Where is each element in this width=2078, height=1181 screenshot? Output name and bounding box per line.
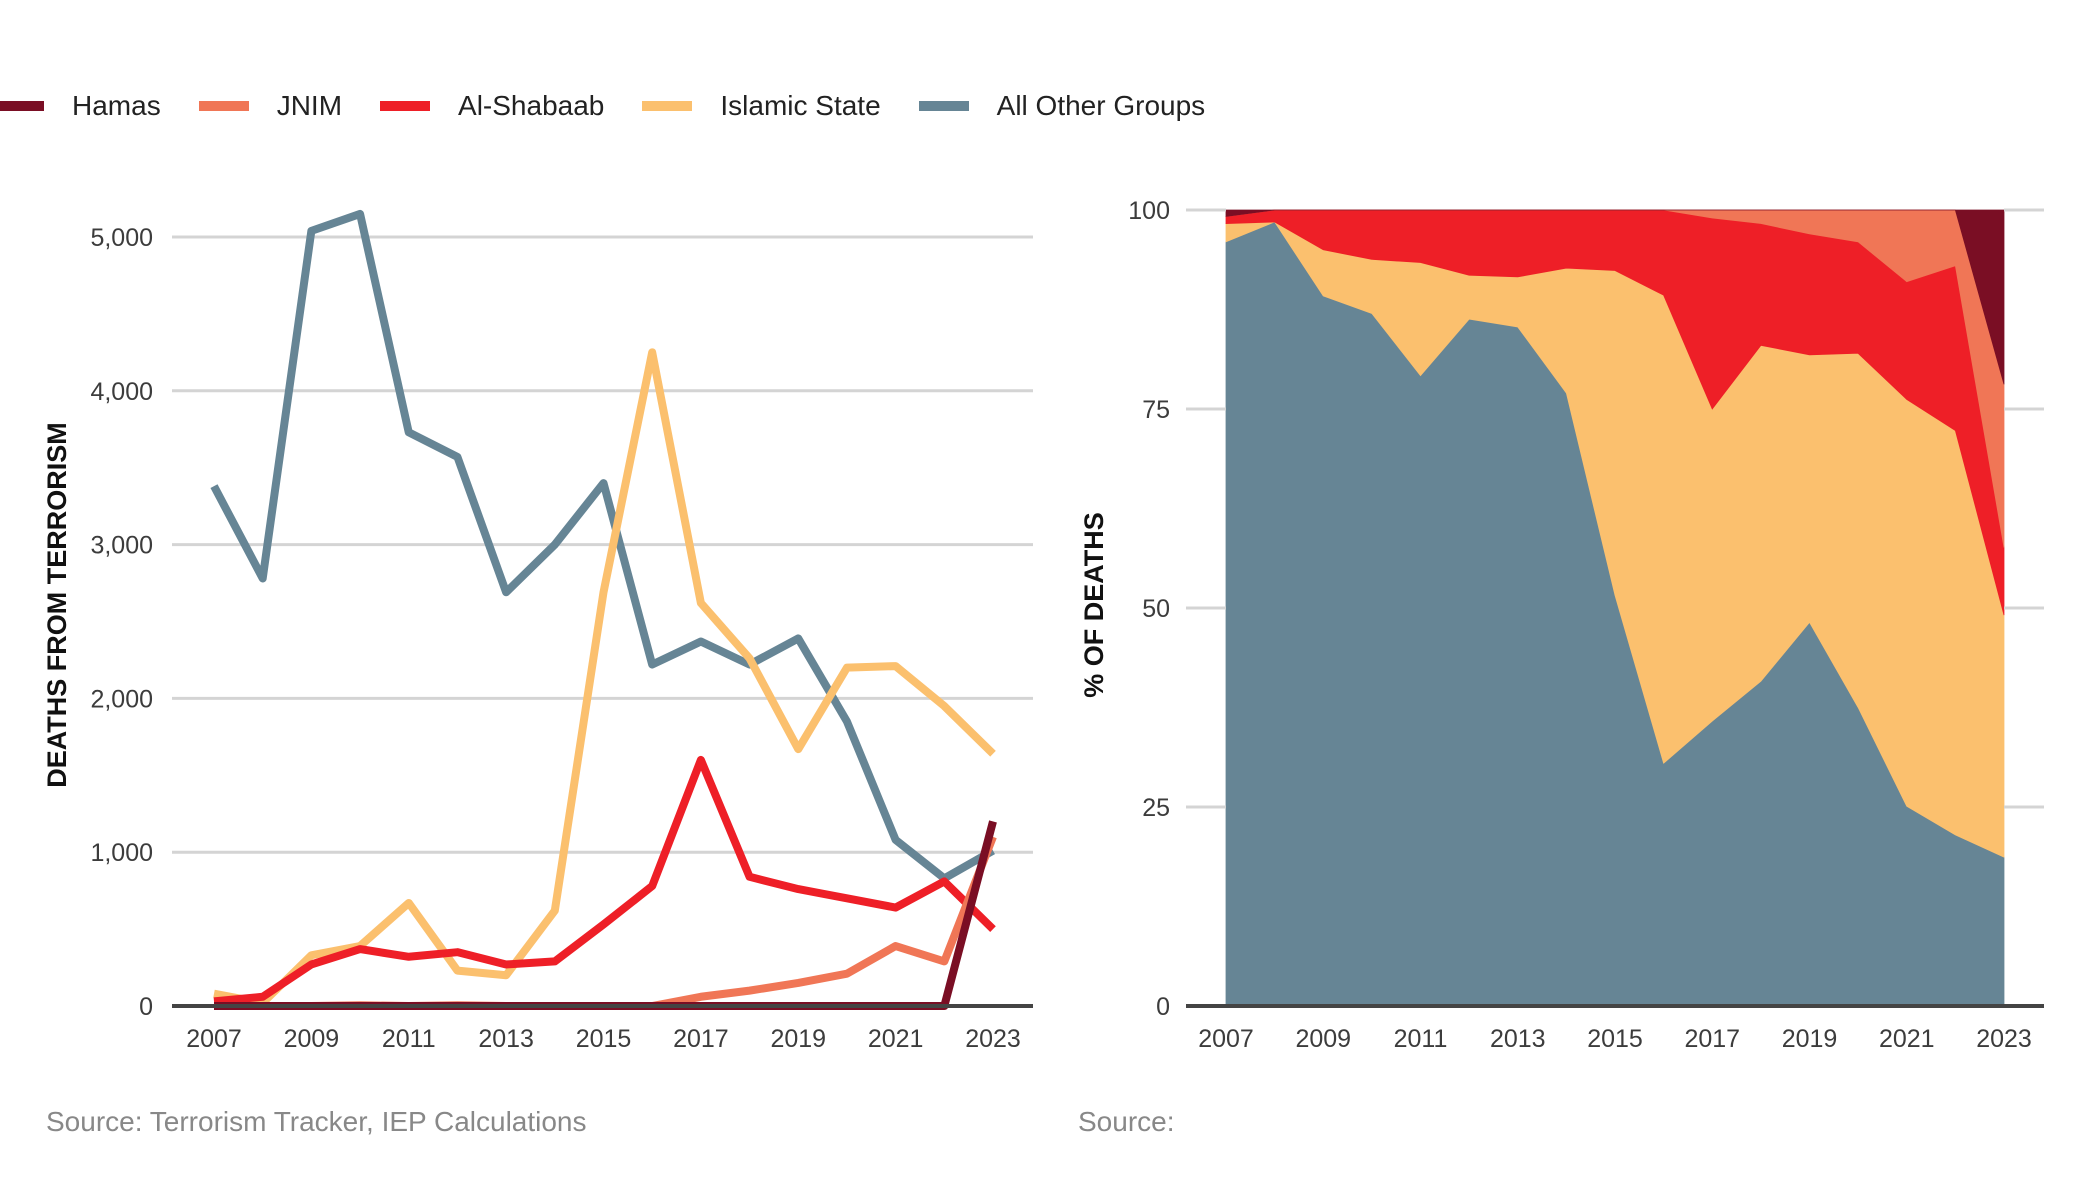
right-y-axis-title: % OF DEATHS xyxy=(1079,512,1109,698)
y-tick-label: 75 xyxy=(1142,396,1170,424)
right-source: Source: xyxy=(1078,1106,1175,1137)
left-chart-gridlines xyxy=(172,235,1033,854)
x-tick-label: 2013 xyxy=(478,1025,534,1053)
x-tick-label: 2019 xyxy=(770,1025,826,1053)
legend-label: All Other Groups xyxy=(996,90,1206,121)
legend-swatch xyxy=(642,101,693,111)
x-tick-label: 2007 xyxy=(186,1025,242,1053)
legend: Hamas JNIM Al-Shabaab Islamic State All Othe… xyxy=(0,86,1243,126)
x-tick-label: 2023 xyxy=(1976,1025,2032,1053)
legend-label: JNIM xyxy=(276,90,343,121)
x-tick-label: 2017 xyxy=(1684,1025,1740,1053)
y-tick-label: 100 xyxy=(1128,197,1170,225)
x-tick-label: 2021 xyxy=(868,1025,924,1053)
y-tick-label: 4,000 xyxy=(90,378,153,406)
series-line-all-other-groups xyxy=(210,209,995,883)
x-tick-label: 2013 xyxy=(1490,1025,1546,1053)
series-line-hamas xyxy=(214,820,997,1010)
y-tick-label: 2,000 xyxy=(90,685,153,713)
legend-swatch xyxy=(0,101,44,111)
x-tick-label: 2011 xyxy=(1394,1025,1448,1053)
x-tick-label: 2007 xyxy=(1198,1025,1254,1053)
legend-item: Hamas xyxy=(0,90,161,122)
y-tick-label: 0 xyxy=(1156,993,1170,1021)
series-line-al-shabaab xyxy=(213,755,996,1006)
legend-item: Islamic State xyxy=(642,90,881,122)
x-tick-label: 2023 xyxy=(965,1025,1021,1053)
y-tick-label: 0 xyxy=(139,993,153,1021)
legend-label: Islamic State xyxy=(720,90,881,121)
x-tick-label: 2015 xyxy=(576,1025,632,1053)
legend-item: All Other Groups xyxy=(918,90,1206,122)
legend-label: Al-Shabaab xyxy=(458,90,605,121)
legend-item: Al-Shabaab xyxy=(380,90,604,122)
area-hamas xyxy=(1225,209,2005,385)
left-y-axis-title: DEATHS FROM TERRORISM xyxy=(42,422,72,788)
y-tick-label: 5,000 xyxy=(90,224,153,252)
x-tick-label: 2021 xyxy=(1879,1025,1935,1053)
series-line-islamic-state xyxy=(213,348,996,1007)
x-tick-label: 2009 xyxy=(284,1025,340,1053)
y-tick-label: 50 xyxy=(1142,595,1170,623)
x-tick-label: 2017 xyxy=(673,1025,729,1053)
x-tick-label: 2011 xyxy=(382,1025,436,1053)
legend-label: Hamas xyxy=(72,90,161,121)
right-chart-gridlines xyxy=(1186,208,2044,809)
left-chart-axis: 0 1,000 2,000 3,000 4,000 5,000 2007 2009 2011 20… xyxy=(90,224,1033,1053)
legend-swatch xyxy=(380,101,431,111)
left-source: Source: Terrorism Tracker, IEP Calculati… xyxy=(46,1106,587,1137)
x-tick-label: 2015 xyxy=(1587,1025,1643,1053)
y-tick-label: 3,000 xyxy=(90,532,153,560)
x-tick-label: 2009 xyxy=(1295,1025,1351,1053)
y-tick-label: 25 xyxy=(1142,794,1170,822)
legend-item: JNIM xyxy=(198,90,343,122)
right-chart-axis: 0 25 50 75 100 2007 2009 2011 2013 2015 2017 2019 20… xyxy=(1128,197,2044,1053)
left-chart-lines xyxy=(210,209,997,1010)
legend-swatch xyxy=(198,101,249,111)
right-chart-areas xyxy=(1225,209,2005,1007)
legend-swatch xyxy=(918,101,969,111)
x-tick-label: 2019 xyxy=(1782,1025,1838,1053)
y-tick-label: 1,000 xyxy=(90,839,153,867)
